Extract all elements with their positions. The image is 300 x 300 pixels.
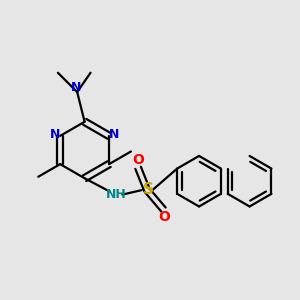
Text: O: O (158, 210, 170, 224)
Text: N: N (109, 128, 120, 142)
Text: NH: NH (105, 188, 126, 201)
Text: O: O (132, 153, 144, 167)
Text: S: S (142, 182, 153, 197)
Text: N: N (71, 81, 81, 94)
Text: N: N (50, 128, 60, 142)
